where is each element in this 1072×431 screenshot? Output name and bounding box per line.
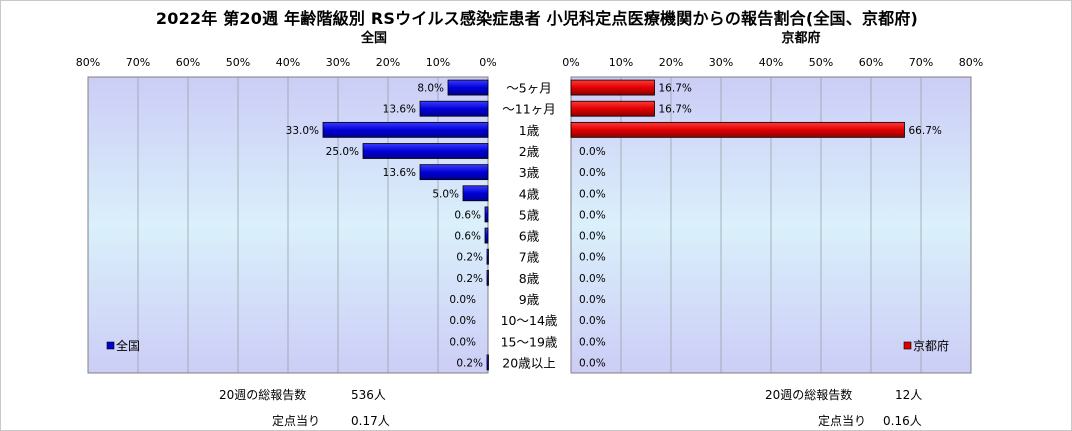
kyoto-tick-label: 80% (959, 56, 983, 69)
national-bar (362, 143, 489, 159)
national-data-label: 13.6% (383, 104, 416, 116)
kyoto-bar (570, 100, 655, 117)
kyoto-tick-label: 30% (709, 56, 733, 69)
right-panel-kyoto: 0% 10% 20% 30% 40% 50% 60% 70% 80% 京都府 16.7% 16.7% 6… (562, 30, 983, 374)
national-data-label: 25.0% (326, 146, 359, 158)
national-data-label: 0.2% (456, 252, 483, 264)
category-labels: ～5ヶ月 ～11ヶ月 1歳 2歳 3歳 4歳 5歳 6歳 7歳 8歳 9歳 10～14歳 15～19歳 2… (501, 81, 558, 371)
national-data-label: 0.0% (449, 336, 476, 348)
right-total-value: 12人 (895, 388, 923, 402)
left-per-label: 定点当り (272, 414, 321, 428)
category-label: 6歳 (519, 229, 540, 244)
kyoto-data-label: 0.0% (579, 167, 606, 179)
kyoto-data-label: 16.7% (659, 83, 692, 95)
national-plot-border (87, 76, 489, 374)
national-tick-label: 60% (176, 56, 200, 69)
category-label: ～5ヶ月 (506, 81, 551, 96)
national-bar (462, 185, 489, 202)
category-label: 20歳以上 (502, 355, 555, 370)
kyoto-bar (570, 121, 905, 138)
left-total-value: 536人 (351, 388, 386, 402)
left-panel-national: 0%10%20%30%40%50%60%70%80%全国8.0%13.6%33.… (76, 30, 497, 374)
national-tick-label: 40% (276, 56, 300, 69)
kyoto-bar (570, 79, 655, 96)
kyoto-tick-label: 70% (909, 56, 933, 69)
category-label: 8歳 (519, 271, 540, 286)
national-bar (419, 164, 489, 181)
category-label: 9歳 (519, 292, 540, 307)
left-per-value: 0.17人 (351, 414, 390, 428)
national-data-label: 0.2% (456, 273, 483, 285)
kyoto-data-label: 0.0% (579, 357, 606, 369)
national-tick-label: 20% (376, 56, 400, 69)
kyoto-tick-label: 10% (609, 56, 633, 69)
national-tick-label: 50% (226, 56, 250, 69)
category-label: 15～19歳 (501, 334, 558, 349)
kyoto-data-label: 0.0% (579, 252, 606, 264)
kyoto-tick-label: 50% (809, 56, 833, 69)
kyoto-legend-swatch (903, 341, 912, 350)
right-per-label: 定点当り (818, 414, 867, 428)
category-label: 10～14歳 (501, 313, 558, 328)
kyoto-data-label: 66.7% (909, 125, 942, 137)
kyoto-data-label: 0.0% (579, 209, 606, 221)
kyoto-data-label: 16.7% (659, 104, 692, 116)
national-panel-title: 全国 (360, 30, 387, 46)
national-bar (486, 269, 489, 286)
kyoto-panel-title: 京都府 (781, 30, 820, 46)
kyoto-plot-border (570, 76, 972, 374)
right-total-label: 20週の総報告数 (765, 388, 853, 402)
national-bar (486, 354, 489, 371)
national-data-label: 13.6% (383, 167, 416, 179)
national-data-label: 5.0% (432, 188, 459, 200)
national-data-label: 0.0% (449, 315, 476, 327)
kyoto-data-label: 0.0% (579, 146, 606, 158)
national-tick-label: 70% (126, 56, 150, 69)
kyoto-data-label: 0.0% (579, 294, 606, 306)
chart-title: 2022年 第20週 年齢階級別 RSウイルス感染症患者 小児科定点医療機関から… (155, 9, 919, 28)
category-label: 7歳 (519, 250, 540, 265)
bar-chart-svg: 0%10%20%30%40%50%60%70%80%全国8.0%13.6%33.… (76, 30, 983, 374)
kyoto-tick-label: 20% (659, 56, 683, 69)
kyoto-data-label: 0.0% (579, 336, 606, 348)
kyoto-data-label: 0.0% (579, 188, 606, 200)
kyoto-tick-label: 40% (759, 56, 783, 69)
national-tick-label: 0% (479, 56, 496, 69)
kyoto-data-label: 0.0% (579, 231, 606, 243)
national-bar (322, 121, 489, 138)
kyoto-legend-label: 京都府 (913, 338, 949, 353)
national-tick-label: 30% (326, 56, 350, 69)
national-bar (484, 227, 489, 244)
national-bar (484, 206, 489, 223)
category-label: 2歳 (519, 144, 540, 159)
national-bar (447, 79, 489, 96)
kyoto-tick-label: 0% (562, 56, 579, 69)
left-total-label: 20週の総報告数 (219, 388, 307, 402)
national-data-label: 33.0% (286, 125, 319, 137)
national-data-label: 0.2% (456, 357, 483, 369)
national-data-label: 0.0% (449, 294, 476, 306)
category-label: ～11ヶ月 (502, 102, 555, 117)
national-data-label: 8.0% (417, 83, 444, 95)
category-label: 1歳 (519, 123, 540, 138)
national-legend-swatch (106, 341, 115, 350)
national-data-label: 0.6% (454, 231, 481, 243)
kyoto-tick-label: 60% (859, 56, 883, 69)
national-tick-label: 80% (76, 56, 100, 69)
category-label: 3歳 (519, 165, 540, 180)
national-bar (419, 100, 489, 117)
right-per-value: 0.16人 (883, 414, 922, 428)
national-data-label: 0.6% (454, 209, 481, 221)
kyoto-data-label: 0.0% (579, 273, 606, 285)
national-bar (486, 248, 489, 265)
national-legend-label: 全国 (116, 338, 140, 353)
category-label: 5歳 (519, 207, 540, 222)
kyoto-data-label: 0.0% (579, 315, 606, 327)
category-label: 4歳 (519, 186, 540, 201)
national-tick-label: 10% (426, 56, 450, 69)
